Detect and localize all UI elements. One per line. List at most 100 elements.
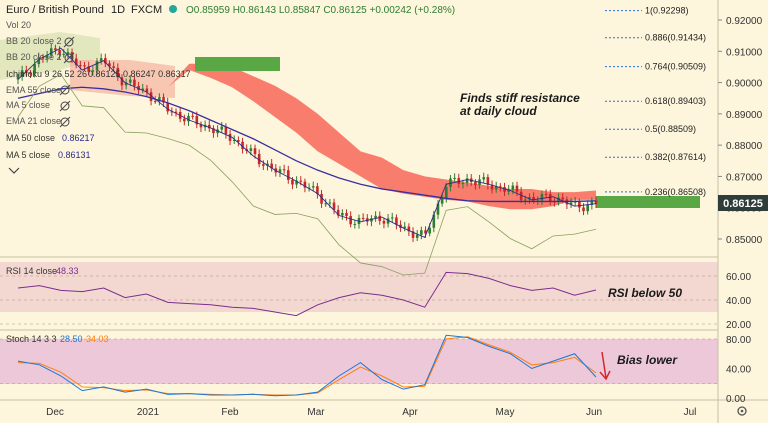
gear-icon[interactable] <box>737 406 747 416</box>
collapse-legend-icon[interactable] <box>8 167 20 174</box>
visibility-toggle-icon[interactable] <box>59 84 71 96</box>
candle-body[interactable] <box>386 218 390 224</box>
candle-body[interactable] <box>499 186 502 188</box>
candle-body[interactable] <box>486 177 490 185</box>
candle-body[interactable] <box>174 111 178 113</box>
candle-body[interactable] <box>361 217 365 219</box>
candle-body[interactable] <box>515 185 519 192</box>
candle-body[interactable] <box>407 226 411 232</box>
candle-body[interactable] <box>528 197 531 200</box>
stoch-label[interactable]: Stoch 14 3 3 <box>6 334 57 344</box>
candle-body[interactable] <box>341 213 344 216</box>
candle-body[interactable] <box>445 186 448 199</box>
candle-body[interactable] <box>49 48 53 55</box>
candle-body[interactable] <box>540 193 544 201</box>
candle-body[interactable] <box>108 63 111 67</box>
candle-body[interactable] <box>29 73 32 75</box>
candle-body[interactable] <box>582 207 585 212</box>
candle-body[interactable] <box>420 230 423 235</box>
candle-body[interactable] <box>307 187 311 189</box>
candle-body[interactable] <box>299 180 303 182</box>
candle-body[interactable] <box>353 224 357 226</box>
candle-body[interactable] <box>578 201 581 208</box>
candle-body[interactable] <box>436 203 440 215</box>
legend-ma5a[interactable]: MA 5 close <box>6 100 50 110</box>
candle-body[interactable] <box>370 218 373 222</box>
candle-body[interactable] <box>532 197 535 201</box>
candle-body[interactable] <box>569 202 573 205</box>
legend-ema21[interactable]: EMA 21 close <box>6 116 61 126</box>
candle-body[interactable] <box>133 79 136 86</box>
candle-body[interactable] <box>58 50 61 55</box>
candle-body[interactable] <box>124 82 128 86</box>
candle-body[interactable] <box>228 133 232 141</box>
legend-ema55[interactable]: EMA 55 close <box>6 85 61 95</box>
candle-body[interactable] <box>378 215 382 221</box>
candle-body[interactable] <box>74 58 78 66</box>
candle-body[interactable] <box>590 200 594 205</box>
candle-body[interactable] <box>153 100 157 102</box>
candle-body[interactable] <box>403 226 407 228</box>
candle-body[interactable] <box>345 213 348 217</box>
candle-body[interactable] <box>212 128 215 134</box>
legend-bb-1[interactable]: BB 20 close 2 <box>6 36 62 46</box>
candle-body[interactable] <box>191 115 194 117</box>
candle-body[interactable] <box>170 111 174 113</box>
candle-body[interactable] <box>490 184 494 190</box>
visibility-toggle-icon[interactable] <box>59 100 71 112</box>
candle-body[interactable] <box>66 52 70 54</box>
candle-body[interactable] <box>320 193 323 204</box>
candle-body[interactable] <box>16 76 20 80</box>
candle-body[interactable] <box>270 163 273 169</box>
candle-body[interactable] <box>291 179 294 185</box>
candle-body[interactable] <box>494 186 498 190</box>
candle-body[interactable] <box>99 58 103 62</box>
candle-body[interactable] <box>120 77 124 86</box>
candle-body[interactable] <box>187 115 190 122</box>
candle-body[interactable] <box>507 189 510 192</box>
candle-body[interactable] <box>145 88 149 93</box>
candle-body[interactable] <box>544 193 548 195</box>
candle-body[interactable] <box>104 58 107 64</box>
candle-body[interactable] <box>432 214 436 228</box>
candle-body[interactable] <box>519 191 523 201</box>
candle-body[interactable] <box>503 186 506 192</box>
candle-body[interactable] <box>453 177 456 179</box>
visibility-toggle-icon[interactable] <box>59 116 71 128</box>
rsi-label[interactable]: RSI 14 close <box>6 266 57 276</box>
candle-body[interactable] <box>561 197 565 200</box>
candle-body[interactable] <box>166 102 169 112</box>
candle-body[interactable] <box>199 124 203 128</box>
candle-body[interactable] <box>87 66 90 72</box>
candle-body[interactable] <box>95 61 99 71</box>
candle-body[interactable] <box>316 186 319 194</box>
candle-body[interactable] <box>158 97 161 102</box>
candle-body[interactable] <box>328 202 332 204</box>
candle-body[interactable] <box>91 70 95 72</box>
candle-body[interactable] <box>474 182 477 185</box>
candle-body[interactable] <box>220 126 224 130</box>
candle-body[interactable] <box>424 230 427 234</box>
candle-body[interactable] <box>557 197 560 202</box>
legend-bb-2[interactable]: BB 20 close 2 <box>6 52 62 62</box>
candle-body[interactable] <box>440 198 444 204</box>
candle-body[interactable] <box>311 186 315 188</box>
candle-body[interactable] <box>128 79 132 83</box>
candle-body[interactable] <box>183 118 186 122</box>
legend-ma50[interactable]: MA 50 close <box>6 133 55 143</box>
legend-ichimoku[interactable]: Ichimoku 9 26 52 26 <box>6 69 87 79</box>
candle-body[interactable] <box>37 57 41 65</box>
candle-body[interactable] <box>382 220 386 224</box>
candle-body[interactable] <box>112 66 115 68</box>
visibility-toggle-icon[interactable] <box>63 52 75 64</box>
candle-body[interactable] <box>286 170 290 180</box>
candle-body[interactable] <box>457 177 461 184</box>
candle-body[interactable] <box>415 234 419 238</box>
candle-body[interactable] <box>241 141 244 150</box>
candle-body[interactable] <box>336 209 340 216</box>
legend-vol[interactable]: Vol 20 <box>6 20 31 30</box>
candle-body[interactable] <box>224 126 228 134</box>
candle-body[interactable] <box>266 163 269 166</box>
candle-body[interactable] <box>62 53 66 55</box>
